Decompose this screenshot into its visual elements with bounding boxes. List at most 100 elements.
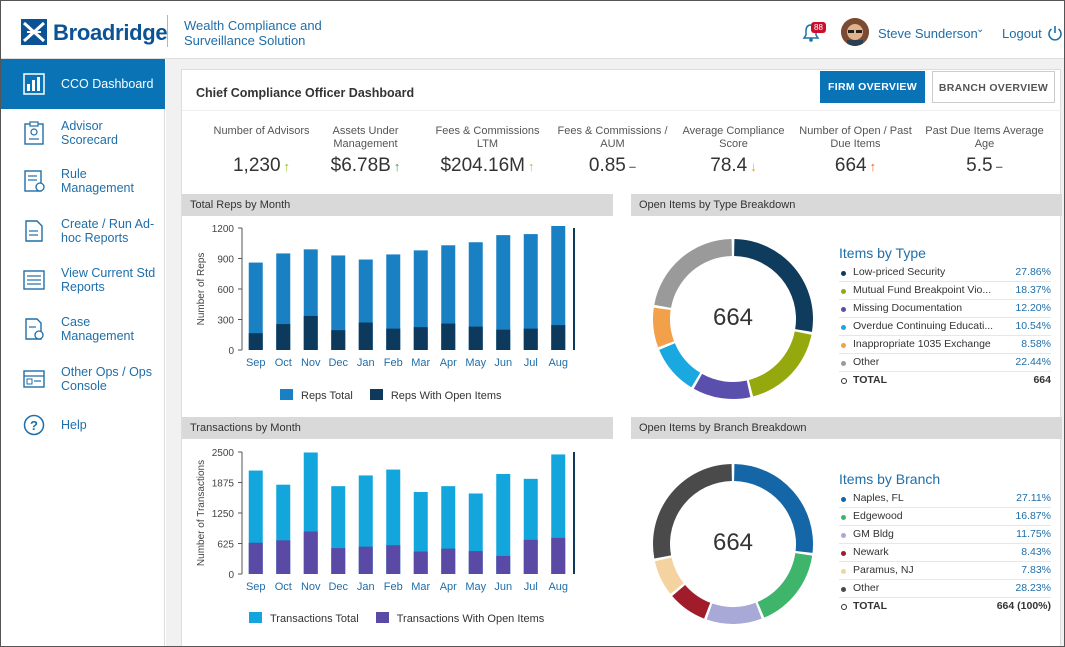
bar-total[interactable] [523,234,538,350]
trend-up-icon: ↑ [283,159,291,174]
legend-pct: 22.44% [1015,356,1051,368]
donut-slice[interactable] [706,602,762,624]
legend-total-value: 664 (100%) [996,600,1051,612]
bar-open-items[interactable] [496,329,511,350]
bar-total[interactable] [386,254,401,350]
sidebar-item-ops-console[interactable]: Other Ops / Ops Console [1,363,165,413]
bar-total[interactable] [496,473,511,574]
chevron-down-icon[interactable]: ⌄ [976,24,985,35]
user-name[interactable]: Steve Sunderson [878,26,978,41]
legend-row[interactable]: Paramus, NJ 7.83% [839,562,1051,580]
branch-overview-button[interactable]: BRANCH OVERVIEW [932,71,1055,103]
bar-open-items[interactable] [413,551,428,574]
legend-dot [841,325,846,330]
bar-total[interactable] [248,262,263,350]
donut-slice[interactable] [659,343,701,388]
bar-open-items[interactable] [523,539,538,574]
legend-title: Items by Type [839,245,926,261]
section-header-type: Open Items by Type Breakdown [631,194,1062,216]
kpi-value: $6.78B [330,155,391,176]
legend-row[interactable]: Low-priced Security 27.86% [839,264,1051,282]
bar-open-items[interactable] [248,333,263,350]
logout-link[interactable]: Logout [1002,26,1042,41]
bar-open-items[interactable] [551,325,566,350]
sidebar-item-label: Help [61,418,87,432]
bar-total[interactable] [496,235,511,350]
bar-total[interactable] [551,225,566,350]
legend-row[interactable]: Missing Documentation 12.20% [839,300,1051,318]
donut-slice[interactable] [748,331,812,397]
legend-row[interactable]: Other 28.23% [839,580,1051,598]
donut-slice[interactable] [734,239,813,332]
bar-open-items[interactable] [468,551,483,574]
donut-slice[interactable] [757,553,813,618]
brand-name[interactable]: Broadridge [53,20,168,45]
bar-total[interactable] [468,242,483,350]
kpi-label: Number of Advisors [213,125,310,137]
section-header-reps: Total Reps by Month [182,194,613,216]
bar-open-items[interactable] [523,328,538,350]
sidebar-item-adhoc-reports[interactable]: Create / Run Ad-hoc Reports [1,215,165,265]
bar-total[interactable] [331,255,346,350]
y-axis-label: Number of Reps [196,253,207,326]
legend-swatch-tx-open [375,612,389,623]
legend-total-label: TOTAL [853,600,888,612]
bar-open-items[interactable] [468,326,483,350]
console-icon [23,370,45,388]
bar-open-items[interactable] [413,327,428,350]
sidebar-item-advisor-scorecard[interactable]: Advisor Scorecard [1,117,165,167]
x-tick-label: Feb [384,357,403,369]
bar-open-items[interactable] [496,555,511,574]
sidebar-item-cco-dashboard[interactable]: CCO Dashboard [1,59,165,109]
donut-slice[interactable] [654,557,684,594]
legend-name: Inappropriate 1035 Exchange [853,338,991,350]
bar-open-items[interactable] [551,537,566,574]
legend-row[interactable]: Inappropriate 1035 Exchange 8.58% [839,336,1051,354]
bar-open-items[interactable] [441,548,456,574]
legend-row[interactable]: Mutual Fund Breakpoint Vio... 18.37% [839,282,1051,300]
sidebar-item-std-reports[interactable]: View Current Std Reports [1,264,165,314]
bar-open-items[interactable] [358,546,373,574]
legend-row[interactable]: Overdue Continuing Educati... 10.54% [839,318,1051,336]
broadridge-logo-icon[interactable] [21,19,47,45]
legend-dot [841,271,846,276]
bar-open-items[interactable] [248,542,263,574]
sidebar-item-case-management[interactable]: Case Management [1,313,165,363]
notification-count-badge[interactable]: 88 [811,22,826,33]
legend-row[interactable]: GM Bldg 11.75% [839,526,1051,544]
bar-open-items[interactable] [276,324,291,350]
donut-slice[interactable] [654,239,732,308]
bar-open-items[interactable] [441,323,456,350]
bar-open-items[interactable] [386,545,401,574]
bar-open-items[interactable] [276,540,291,574]
firm-overview-button[interactable]: FIRM OVERVIEW [820,71,925,103]
user-avatar[interactable] [841,18,869,46]
bar-total[interactable] [413,250,428,350]
legend-pct: 27.11% [1016,492,1051,504]
bar-open-items[interactable] [386,328,401,350]
kpi-value: $204.16M [440,155,525,176]
power-icon[interactable] [1047,25,1063,41]
sidebar-item-rule-management[interactable]: Rule Management [1,165,165,215]
legend-row[interactable]: Edgewood 16.87% [839,508,1051,526]
donut-slice[interactable] [734,464,813,553]
legend-name: Other [853,356,880,368]
legend-row[interactable]: Other 22.44% [839,354,1051,372]
bar-open-items[interactable] [358,322,373,350]
kpi-fees-ltm: Fees & Commissions LTM $204.16M ↑ [425,125,550,177]
legend-pct: 7.83% [1021,564,1051,576]
bar-open-items[interactable] [331,330,346,350]
donut-slice[interactable] [672,584,711,619]
dashboard-icon [23,73,45,95]
bar-open-items[interactable] [303,531,318,574]
legend-row[interactable]: Naples, FL 27.11% [839,490,1051,508]
donut-slice[interactable] [653,307,675,348]
legend-row[interactable]: Newark 8.43% [839,544,1051,562]
donut-slice[interactable] [693,373,751,399]
kpi-label: Past Due Items Average Age [925,125,1044,150]
bar-open-items[interactable] [331,548,346,574]
bar-open-items[interactable] [303,315,318,350]
donut-slice[interactable] [653,464,732,559]
sidebar-item-help[interactable]: ? Help [1,411,165,461]
legend-total-row: TOTAL 664 [839,372,1051,390]
